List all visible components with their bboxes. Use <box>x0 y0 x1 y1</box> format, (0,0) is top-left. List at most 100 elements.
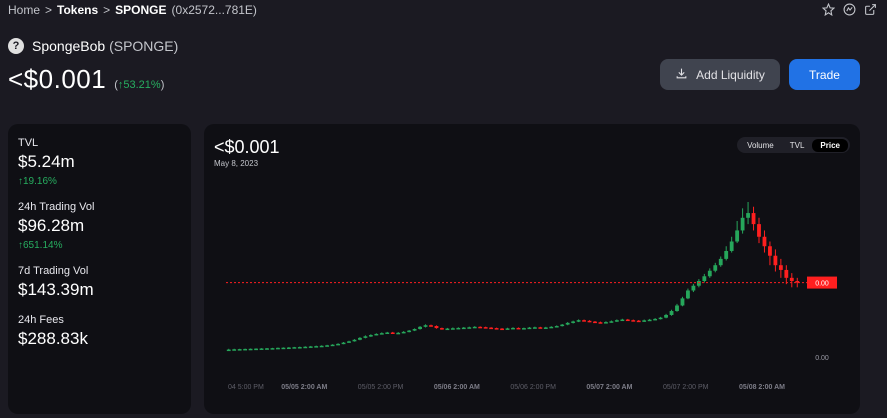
x-tick-label: 04 5:00 PM <box>228 384 264 391</box>
candle-body <box>254 348 258 351</box>
stat-value: $5.24m <box>18 152 75 171</box>
candle-body <box>784 269 789 278</box>
price-row: <$0.001 (↑53.21%) <box>8 64 164 95</box>
candle-body <box>773 255 778 266</box>
candle-body <box>226 349 231 352</box>
candle-body <box>751 213 756 225</box>
candle-body <box>319 345 324 348</box>
candle-body <box>631 320 636 322</box>
candle-body <box>281 347 286 350</box>
candle-body <box>379 333 384 335</box>
candle-body <box>686 290 690 299</box>
candle-body <box>440 328 444 330</box>
candle-body <box>434 326 439 329</box>
candle-body <box>341 342 346 345</box>
candle-body <box>735 230 740 242</box>
candle-body <box>718 258 723 266</box>
top-actions <box>822 3 877 16</box>
candle-body <box>691 285 696 291</box>
candle-body <box>549 326 554 329</box>
chart-price: <$0.001 <box>214 137 280 157</box>
candle-body <box>789 277 794 281</box>
candle-body <box>538 327 543 329</box>
stat-24h-volume: 24h Trading Vol $96.28m ↑651.14% <box>18 201 181 251</box>
tab-volume[interactable]: Volume <box>747 140 774 150</box>
candle-body <box>368 335 373 337</box>
add-liquidity-button[interactable]: Add Liquidity <box>660 59 780 90</box>
tab-price[interactable]: Price <box>812 138 848 152</box>
candle-body <box>390 332 395 335</box>
breadcrumb-separator: > <box>103 3 111 17</box>
candle-body <box>576 320 581 322</box>
x-tick-label: 05/05 2:00 AM <box>281 384 327 391</box>
candle-body <box>489 327 494 330</box>
candle-body <box>483 327 488 329</box>
candle-body <box>658 317 663 320</box>
tab-tvl[interactable]: TVL <box>789 140 805 150</box>
candle-body <box>768 246 772 256</box>
candle-body <box>450 328 455 330</box>
stat-24h-fees: 24h Fees $288.83k <box>18 314 181 349</box>
candle-body <box>336 343 340 346</box>
candle-body <box>675 305 679 312</box>
candle-body <box>478 326 483 329</box>
candle-body <box>593 321 597 324</box>
breadcrumb-home-link[interactable]: Home <box>8 3 41 17</box>
chart-panel: <$0.001 May 8, 2023 Volume TVL Price 0.0… <box>204 124 860 414</box>
token-name-text: SpongeBob <box>32 38 106 54</box>
candle-body <box>565 322 570 325</box>
candle-body <box>456 327 461 330</box>
star-icon[interactable] <box>822 3 835 16</box>
candle-body <box>276 347 280 350</box>
external-link-icon[interactable] <box>864 3 877 16</box>
price-chart[interactable]: 0.00 0.00 04 5:00 PM 05/05 2:00 AM 05/05 2:0… <box>204 124 860 414</box>
candle-body <box>352 339 357 342</box>
candle-body <box>669 311 674 315</box>
download-icon <box>675 67 688 83</box>
candle-body <box>494 328 499 330</box>
stat-value: $288.83k <box>18 329 88 348</box>
candle-body <box>314 346 319 348</box>
current-price-label: 0.00 <box>815 281 829 288</box>
up-arrow-icon: ↑ <box>117 79 124 91</box>
add-liquidity-label: Add Liquidity <box>696 67 765 82</box>
trade-label: Trade <box>809 67 840 82</box>
candle-body <box>303 346 308 349</box>
token-address[interactable]: (0x2572...781E) <box>171 3 257 17</box>
candle-body <box>647 319 652 322</box>
candle-body <box>429 325 433 327</box>
candle-body <box>527 327 532 330</box>
candle-body <box>543 327 548 329</box>
candle-body <box>297 347 302 349</box>
token-price: <$0.001 <box>8 64 107 94</box>
candle-body <box>762 236 767 247</box>
candle-body <box>757 224 761 237</box>
candle-body <box>445 328 450 331</box>
explorer-icon[interactable] <box>843 3 856 16</box>
candle-body <box>571 321 576 323</box>
breadcrumb-tokens-link[interactable]: Tokens <box>57 3 99 17</box>
candle-body <box>598 322 603 324</box>
chart-type-toggle: Volume TVL Price <box>737 137 850 153</box>
candle-body <box>680 298 685 306</box>
stat-change: ↑19.16% <box>18 176 57 187</box>
breadcrumb-current: SPONGE <box>115 3 167 17</box>
candle-body <box>325 345 330 347</box>
candle-body <box>401 331 406 334</box>
candle-body <box>560 324 565 327</box>
token-symbol: (SPONGE) <box>109 38 179 54</box>
candle-body <box>516 327 521 330</box>
trade-button[interactable]: Trade <box>789 59 860 90</box>
candle-body <box>707 270 712 277</box>
candle-body <box>330 344 335 347</box>
candle-body <box>412 329 417 331</box>
candle-body <box>702 276 707 281</box>
candle-body <box>467 327 472 329</box>
candle-body <box>461 327 466 330</box>
paren-close: ) <box>160 79 165 91</box>
candle-body <box>554 326 559 328</box>
candle-body <box>582 320 586 322</box>
x-tick-label: 05/07 2:00 PM <box>663 384 709 391</box>
candle-body <box>724 250 729 259</box>
candle-body <box>232 349 237 351</box>
